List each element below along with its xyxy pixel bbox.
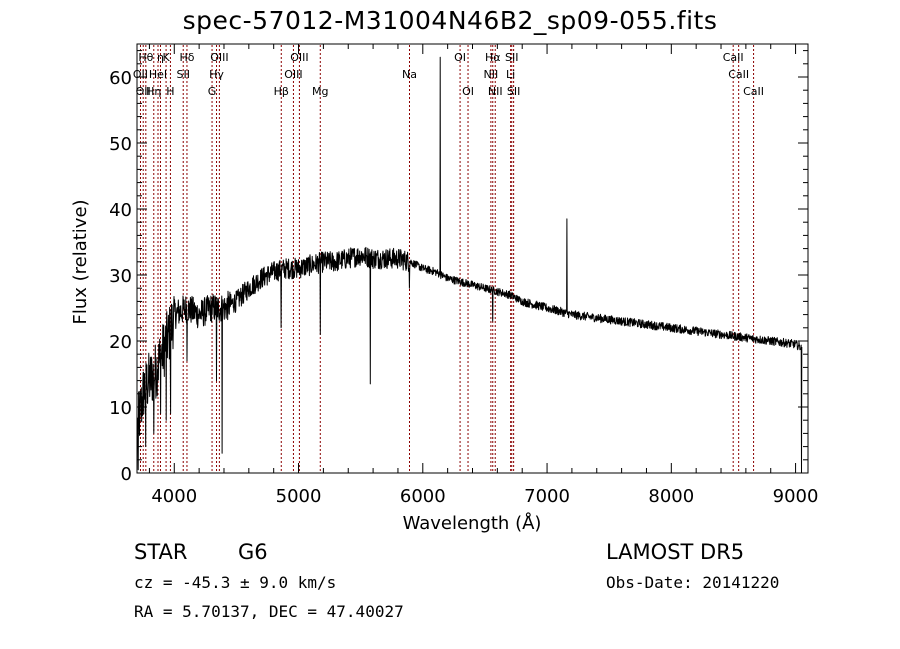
line-marker-label-19: OI bbox=[462, 85, 474, 98]
line-marker-label-17: Na bbox=[402, 68, 417, 81]
axis-tick-labels: 4000 5000 6000 7000 8000 9000 0 10 20 30 40 50 60 bbox=[109, 68, 818, 507]
x-tick-label-7000: 7000 bbox=[524, 486, 570, 507]
line-marker-label-11: Hγ bbox=[209, 68, 224, 81]
line-marker-label-25: SII bbox=[507, 85, 520, 98]
redshift-readout: cz = -45.3 ± 9.0 km/s bbox=[134, 573, 337, 592]
spectrum-line bbox=[137, 56, 803, 474]
object-subclass: G6 bbox=[238, 540, 268, 564]
line-marker-label-26: CaII bbox=[723, 51, 744, 64]
line-marker-label-7: H bbox=[166, 85, 174, 98]
y-tick-label-40: 40 bbox=[109, 200, 132, 221]
observation-date: Obs-Date: 20141220 bbox=[606, 573, 780, 592]
x-tick-label-8000: 8000 bbox=[648, 486, 694, 507]
line-marker-label-14: OIII bbox=[284, 68, 302, 81]
line-marker-label-27: CaII bbox=[728, 68, 749, 81]
survey-name: LAMOST DR5 bbox=[606, 540, 745, 564]
line-marker-label-21: Hα bbox=[485, 51, 501, 64]
y-tick-label-20: 20 bbox=[109, 332, 132, 353]
line-marker-labels: OIIOIIHθHηHeIηKHSIIHδGHγOIIIHβOIIIOIIIMg… bbox=[133, 51, 764, 98]
x-tick-label-6000: 6000 bbox=[400, 486, 446, 507]
line-marker-label-16: Mg bbox=[312, 85, 328, 98]
y-tick-label-60: 60 bbox=[109, 68, 132, 89]
line-marker-label-1: OII bbox=[136, 85, 151, 98]
axis-ticks bbox=[137, 44, 808, 474]
x-tick-label-4000: 4000 bbox=[151, 486, 197, 507]
x-axis-label: Wavelength (Å) bbox=[403, 512, 542, 534]
object-class: STAR bbox=[134, 540, 188, 564]
line-marker-label-13: Hβ bbox=[274, 85, 289, 98]
line-marker-label-24: SII bbox=[505, 51, 518, 64]
line-marker-label-28: CaII bbox=[743, 85, 764, 98]
line-marker-label-9: Hδ bbox=[179, 51, 194, 64]
y-axis-label: Flux (relative) bbox=[70, 199, 91, 324]
line-marker-label-10: G bbox=[208, 85, 217, 98]
x-tick-label-5000: 5000 bbox=[276, 486, 322, 507]
y-tick-label-50: 50 bbox=[109, 134, 132, 155]
line-marker-label-8: SII bbox=[176, 68, 189, 81]
line-marker-label-20: NII bbox=[484, 68, 499, 81]
y-tick-label-30: 30 bbox=[109, 266, 132, 287]
y-tick-label-0: 0 bbox=[121, 464, 132, 485]
line-marker-label-15: OIII bbox=[290, 51, 308, 64]
line-marker-label-2: Hθ bbox=[138, 51, 153, 64]
y-tick-label-10: 10 bbox=[109, 398, 132, 419]
line-marker-label-3: Hη bbox=[146, 85, 161, 98]
line-marker-label-5: η bbox=[157, 51, 164, 64]
line-marker-label-23: Li bbox=[506, 68, 515, 81]
coordinates-readout: RA = 5.70137, DEC = 47.40027 bbox=[134, 602, 404, 621]
line-marker-label-6: K bbox=[162, 51, 170, 64]
chart-title: spec-57012-M31004N46B2_sp09-055.fits bbox=[182, 6, 718, 35]
line-markers bbox=[139, 45, 755, 472]
spectrum-series bbox=[137, 56, 803, 474]
line-marker-label-0: OII bbox=[133, 68, 148, 81]
line-marker-label-12: OIII bbox=[210, 51, 228, 64]
line-marker-label-22: NII bbox=[488, 85, 503, 98]
line-marker-label-18: OI bbox=[454, 51, 466, 64]
x-tick-label-9000: 9000 bbox=[773, 486, 819, 507]
line-marker-label-4: HeI bbox=[149, 68, 167, 81]
plot-frame bbox=[136, 43, 809, 474]
